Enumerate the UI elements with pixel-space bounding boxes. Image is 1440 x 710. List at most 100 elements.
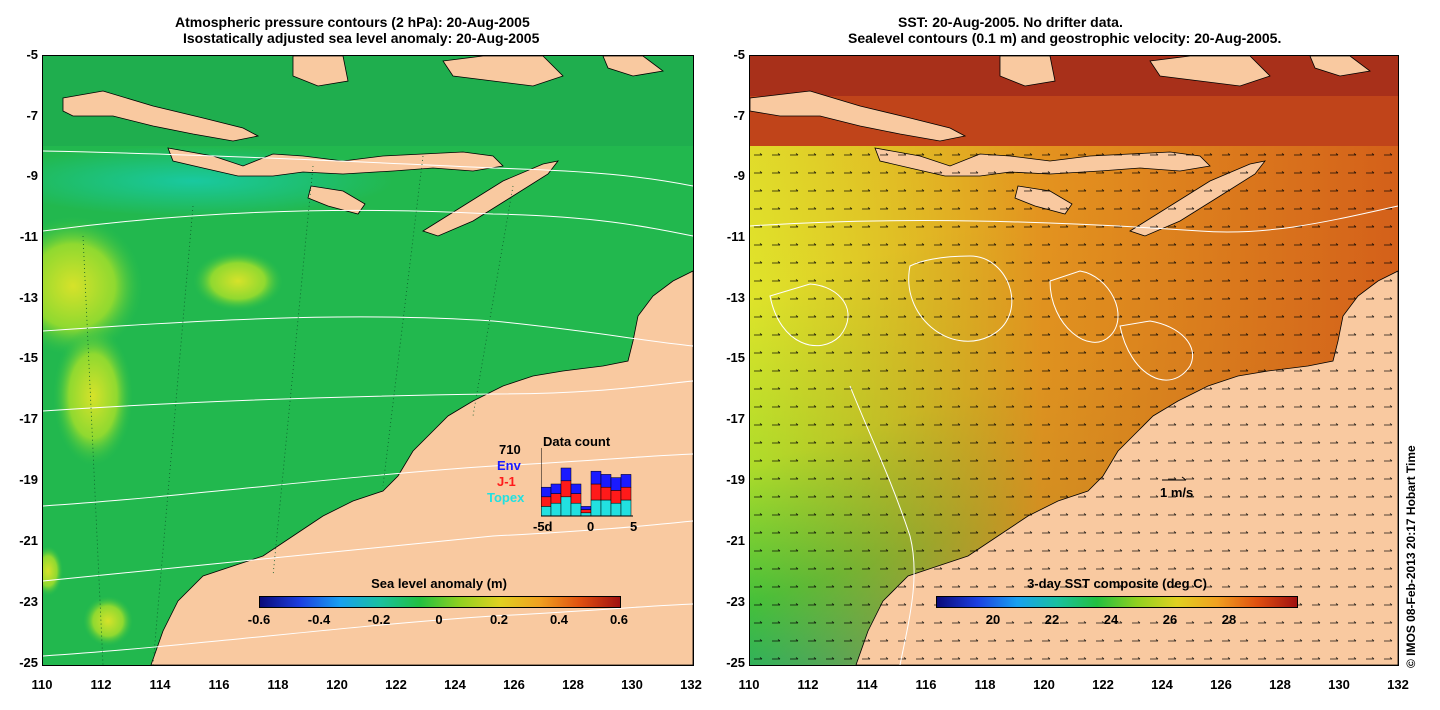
inset-bar-env xyxy=(560,467,572,482)
sumba-island xyxy=(307,185,366,215)
sla-map-panel[interactable]: 710 Data count Env J-1 Topex -5d 0 5 Sea… xyxy=(42,55,694,666)
inset-xtick-left: -5d xyxy=(533,519,553,534)
sst-tick-22: 22 xyxy=(1044,612,1060,627)
data-count-bars xyxy=(541,448,633,517)
sla-map-svg xyxy=(43,56,693,665)
lon-tick-right-6: 120 xyxy=(1033,677,1055,692)
inset-bar-j1 xyxy=(541,496,552,507)
inset-bar-env xyxy=(590,470,602,485)
sst-colorbar xyxy=(936,596,1298,608)
sst-tick-24: 24 xyxy=(1103,612,1119,627)
lon-tick-right-5: 118 xyxy=(974,677,996,692)
sla-tick-2: -0.4 xyxy=(307,612,331,627)
right-title-line2: Sealevel contours (0.1 m) and geostrophi… xyxy=(848,30,1282,46)
sla-tick-5: 0.2 xyxy=(489,612,509,627)
sla-tick-7: 0.6 xyxy=(609,612,629,627)
inset-xtick-mid: 0 xyxy=(587,519,595,534)
sst-colorbar-title: 3-day SST composite (deg C) xyxy=(1027,576,1207,591)
inset-bar-topex xyxy=(570,502,582,517)
left-title-line1: Atmospheric pressure contours (2 hPa): 2… xyxy=(175,14,530,30)
lon-tick-right-8: 124 xyxy=(1151,677,1173,692)
inset-bar-topex xyxy=(560,496,572,517)
lat-tick-left-3: -9 xyxy=(26,168,38,183)
lon-tick-right-4: 116 xyxy=(915,677,937,692)
lat-tick-left-1: -5 xyxy=(26,47,38,62)
positive-anomaly-west xyxy=(43,216,143,356)
sla-colorbar xyxy=(259,596,621,608)
legend-topex: Topex xyxy=(487,490,525,505)
sst-map-svg xyxy=(750,56,1398,665)
lon-tick-left-3: 114 xyxy=(149,677,171,692)
legend-env: Env xyxy=(497,458,521,473)
lon-tick-left-12: 132 xyxy=(680,677,702,692)
lon-tick-left-11: 130 xyxy=(621,677,643,692)
inset-bar-env xyxy=(541,486,552,498)
java-bali-islands-sst xyxy=(750,90,967,142)
lon-tick-right-12: 132 xyxy=(1387,677,1409,692)
inset-bar-j1 xyxy=(610,490,622,504)
scale-arrow-label: 1 m/s xyxy=(1160,485,1194,500)
lat-tick-right-8: -19 xyxy=(726,472,745,487)
inset-bar-j1 xyxy=(570,493,582,504)
inset-bar-env xyxy=(610,477,622,491)
lon-tick-right-7: 122 xyxy=(1092,677,1114,692)
lon-tick-right-9: 126 xyxy=(1210,677,1232,692)
legend-j1: J-1 xyxy=(497,474,516,489)
sla-tick-1: -0.6 xyxy=(247,612,271,627)
pressure-contours xyxy=(43,150,693,657)
lat-tick-left-5: -13 xyxy=(19,290,38,305)
lon-tick-right-3: 114 xyxy=(856,677,878,692)
left-title-line2: Isostatically adjusted sea level anomaly… xyxy=(183,30,540,46)
inset-bar-topex xyxy=(590,499,602,517)
sst-tick-28: 28 xyxy=(1221,612,1237,627)
sla-colorbar-title: Sea level anomaly (m) xyxy=(371,576,507,591)
lon-tick-left-1: 110 xyxy=(31,677,53,692)
lat-tick-right-5: -13 xyxy=(726,290,745,305)
lat-tick-right-6: -15 xyxy=(726,350,745,365)
lon-tick-left-10: 128 xyxy=(562,677,584,692)
inset-bar-j1 xyxy=(590,483,602,501)
sealevel-contours xyxy=(750,205,1398,665)
inset-bar-env xyxy=(570,483,582,494)
inset-bar-env xyxy=(580,506,592,510)
lon-tick-left-6: 120 xyxy=(326,677,348,692)
sst-tick-26: 26 xyxy=(1162,612,1178,627)
data-count-total: 710 xyxy=(499,442,521,457)
australia-landmass xyxy=(150,270,693,665)
data-count-inset: 710 Data count Env J-1 Topex -5d 0 5 xyxy=(483,426,653,536)
lat-tick-right-9: -21 xyxy=(726,533,745,548)
java-bali-islands xyxy=(62,90,260,142)
positive-anomaly-central xyxy=(193,251,283,311)
sst-tick-20: 20 xyxy=(985,612,1001,627)
lon-tick-left-9: 126 xyxy=(503,677,525,692)
sla-tick-3: -0.2 xyxy=(367,612,391,627)
inset-bar-env xyxy=(550,483,562,494)
lon-tick-left-4: 116 xyxy=(208,677,230,692)
lon-tick-left-2: 112 xyxy=(90,677,112,692)
sla-tick-6: 0.4 xyxy=(549,612,569,627)
lat-tick-left-6: -15 xyxy=(19,350,38,365)
inset-bar-env xyxy=(620,474,632,488)
inset-bar-topex xyxy=(600,499,612,517)
lon-tick-left-7: 122 xyxy=(385,677,407,692)
inset-bar-topex xyxy=(541,506,552,517)
lat-tick-right-3: -9 xyxy=(733,168,745,183)
lon-tick-right-1: 110 xyxy=(738,677,760,692)
northern-islands-sst xyxy=(999,56,1371,87)
sst-map-panel[interactable]: 1 m/s 3-day SST composite (deg C) 20 22 … xyxy=(749,55,1399,666)
lon-tick-right-11: 130 xyxy=(1328,677,1350,692)
positive-anomaly-southwest xyxy=(53,326,133,466)
timor-island xyxy=(422,160,559,237)
sla-tick-4: 0 xyxy=(435,612,443,627)
lesser-sunda-islands xyxy=(167,147,504,177)
inset-bar-env xyxy=(600,474,612,488)
lat-tick-right-10: -23 xyxy=(726,594,745,609)
lat-tick-right-1: -5 xyxy=(733,47,745,62)
lat-tick-left-8: -19 xyxy=(19,472,38,487)
northern-islands xyxy=(292,56,664,87)
geostrophic-velocity-vectors xyxy=(750,151,1398,665)
lat-tick-left-10: -23 xyxy=(19,594,38,609)
positive-anomaly-south xyxy=(83,596,133,646)
lat-tick-left-4: -11 xyxy=(19,229,38,244)
lon-tick-right-10: 128 xyxy=(1269,677,1291,692)
